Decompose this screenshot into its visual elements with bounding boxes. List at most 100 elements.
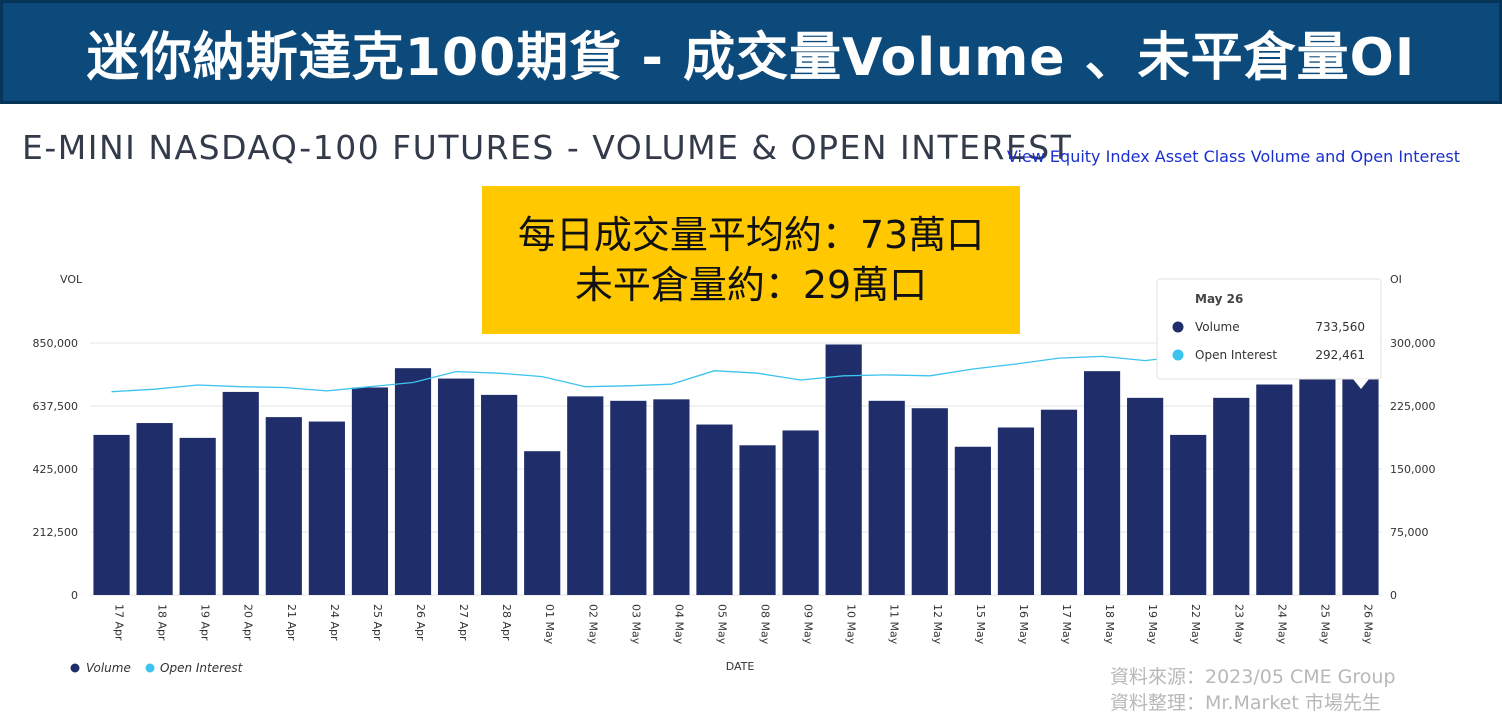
x-tick-label: 08 May bbox=[759, 604, 772, 645]
x-tick-label: 22 May bbox=[1189, 604, 1202, 645]
legend-oi-label: Open Interest bbox=[160, 661, 244, 675]
x-tick-label: 25 May bbox=[1318, 604, 1331, 645]
asset-class-link[interactable]: View Equity Index Asset Class Volume and… bbox=[1006, 147, 1460, 166]
tooltip-volume-swatch bbox=[1172, 321, 1184, 333]
x-tick-label: 18 May bbox=[1103, 604, 1116, 645]
x-axis-title: DATE bbox=[726, 660, 755, 673]
volume-bar bbox=[308, 421, 345, 595]
volume-bar bbox=[1299, 374, 1336, 595]
tooltip-pointer bbox=[1353, 379, 1369, 389]
source-line-1: 資料來源：2023/05 CME Group bbox=[1110, 666, 1396, 688]
volume-bar bbox=[222, 391, 259, 595]
y-left-tick-label: 425,000 bbox=[33, 463, 79, 476]
volume-bar bbox=[1127, 397, 1164, 595]
volume-bar bbox=[437, 378, 475, 595]
volume-bar bbox=[93, 434, 130, 595]
title-banner: 迷你納斯達克100期貨 - 成交量Volume 、未平倉量OI bbox=[0, 0, 1502, 104]
tooltip-row-value: 292,461 bbox=[1315, 348, 1365, 362]
y-left-tick-label: 212,500 bbox=[33, 526, 79, 539]
volume-bar bbox=[1040, 409, 1078, 595]
volume-bar bbox=[1342, 377, 1379, 595]
volume-bar bbox=[351, 387, 389, 595]
y-right-tick-label: 300,000 bbox=[1390, 337, 1436, 350]
chart-title: E-MINI NASDAQ-100 FUTURES - VOLUME & OPE… bbox=[22, 128, 1073, 167]
tooltip-row-value: 733,560 bbox=[1315, 320, 1365, 334]
volume-bar bbox=[394, 368, 432, 595]
y-right-tick-label: 150,000 bbox=[1390, 463, 1436, 476]
chart-tooltip: May 26 Volume 733,560 Open Interest 292,461 bbox=[1156, 278, 1382, 389]
tooltip-row-label: Volume bbox=[1195, 320, 1240, 334]
open-interest-series-line bbox=[111, 348, 1361, 393]
volume-bar bbox=[567, 396, 604, 595]
x-tick-label: 24 May bbox=[1275, 604, 1288, 645]
x-tick-label: 01 May bbox=[543, 604, 556, 645]
x-tick-label: 04 May bbox=[672, 604, 685, 645]
x-tick-label: 21 Apr bbox=[285, 604, 298, 641]
y-left-tick-label: 850,000 bbox=[33, 337, 79, 350]
volume-bar bbox=[782, 430, 819, 595]
volume-bar bbox=[610, 400, 647, 595]
volume-bar bbox=[825, 344, 862, 595]
x-tick-label: 26 May bbox=[1361, 604, 1374, 645]
x-tick-label: 28 Apr bbox=[500, 604, 513, 641]
tooltip-title: May 26 bbox=[1195, 292, 1243, 306]
volume-bar bbox=[653, 399, 690, 595]
volume-bar bbox=[739, 445, 776, 595]
volume-bar bbox=[1083, 371, 1121, 595]
x-tick-label: 10 May bbox=[845, 604, 858, 645]
x-tick-label: 05 May bbox=[715, 604, 728, 645]
y-left-axis-title: VOL bbox=[60, 273, 83, 286]
callout-oi-text: 未平倉量約：29萬口 bbox=[574, 263, 928, 307]
source-note: 資料來源：2023/05 CME Group 資料整理：Mr.Market 市場… bbox=[1110, 664, 1396, 716]
y-left-tick-label: 637,500 bbox=[33, 400, 79, 413]
x-tick-label: 19 Apr bbox=[199, 604, 212, 641]
y-right-tick-label: 225,000 bbox=[1390, 400, 1436, 413]
legend-volume-label: Volume bbox=[86, 661, 131, 675]
x-tick-label: 23 May bbox=[1232, 604, 1245, 645]
x-tick-label: 17 May bbox=[1060, 604, 1073, 645]
callout-volume-text: 每日成交量平均約：73萬口 bbox=[517, 213, 985, 257]
volume-bar bbox=[868, 400, 905, 595]
source-line-2: 資料整理：Mr.Market 市場先生 bbox=[1110, 692, 1381, 714]
y-left-tick-label: 0 bbox=[71, 589, 78, 602]
x-tick-label: 26 Apr bbox=[414, 604, 427, 641]
volume-bar bbox=[136, 423, 173, 595]
chart-legend: Volume Open Interest bbox=[70, 661, 244, 675]
x-tick-label: 18 Apr bbox=[156, 604, 169, 641]
x-tick-label: 09 May bbox=[802, 604, 815, 645]
volume-bar bbox=[1170, 434, 1207, 595]
legend-oi-swatch bbox=[145, 663, 155, 673]
x-tick-label: 16 May bbox=[1017, 604, 1030, 645]
banner-title: 迷你納斯達克100期貨 - 成交量Volume 、未平倉量OI bbox=[86, 27, 1416, 88]
x-tick-label: 20 Apr bbox=[242, 604, 255, 641]
volume-bar bbox=[954, 446, 991, 595]
x-tick-label: 02 May bbox=[586, 604, 599, 645]
volume-bar bbox=[481, 394, 518, 595]
tooltip-oi-swatch bbox=[1172, 349, 1184, 361]
x-tick-label: 27 Apr bbox=[457, 604, 470, 641]
volume-bar bbox=[265, 417, 302, 595]
volume-bar bbox=[1213, 397, 1250, 595]
volume-bar bbox=[696, 424, 733, 595]
y-right-tick-label: 0 bbox=[1390, 589, 1397, 602]
y-right-axis-title: OI bbox=[1390, 273, 1402, 286]
x-tick-label: 19 May bbox=[1146, 604, 1159, 645]
volume-bar bbox=[524, 451, 561, 595]
gridlines bbox=[90, 342, 1382, 596]
tooltip-box bbox=[1156, 278, 1382, 380]
x-tick-label: 11 May bbox=[888, 604, 901, 645]
volume-bar bbox=[997, 427, 1035, 595]
volume-bars bbox=[93, 344, 1379, 595]
x-tick-label: 03 May bbox=[629, 604, 642, 645]
volume-bar bbox=[1256, 384, 1293, 595]
tooltip-row-label: Open Interest bbox=[1195, 348, 1277, 362]
legend-volume-swatch bbox=[70, 663, 80, 673]
x-tick-label: 15 May bbox=[974, 604, 987, 645]
axes: 0 212,500 425,000 637,500 850,000 0 75,000 150,… bbox=[33, 273, 1436, 673]
x-tick-label: 12 May bbox=[931, 604, 944, 645]
volume-bar bbox=[911, 408, 948, 595]
y-right-tick-label: 75,000 bbox=[1390, 526, 1429, 539]
x-tick-label: 17 Apr bbox=[113, 604, 126, 641]
volume-bar bbox=[179, 437, 216, 595]
